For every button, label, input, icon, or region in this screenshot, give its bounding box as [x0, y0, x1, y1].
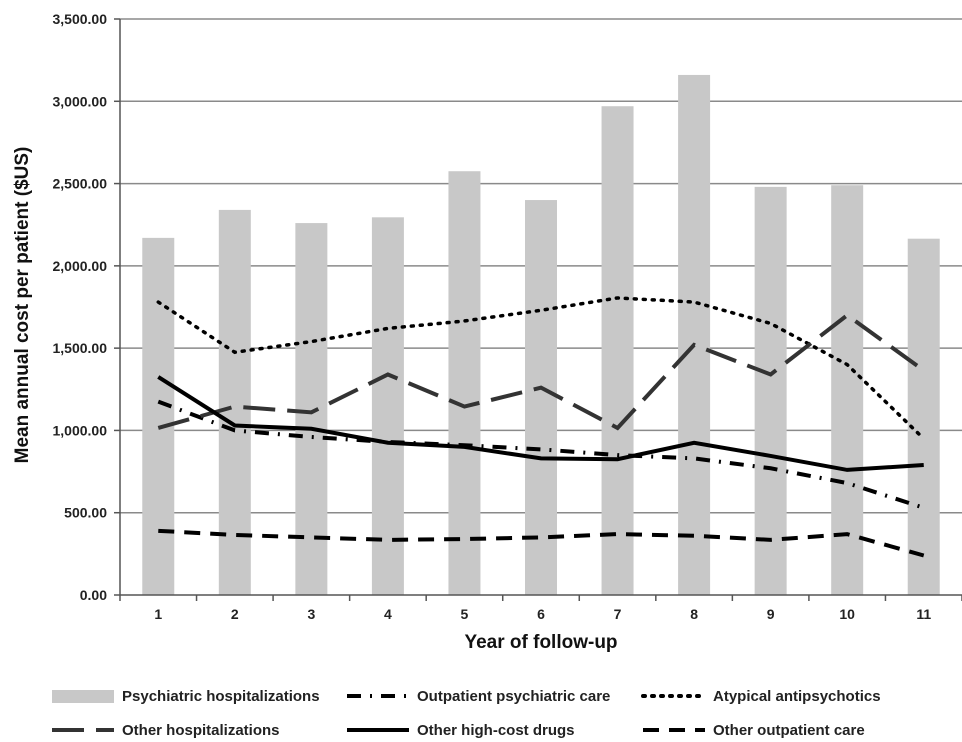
axes: 0.00 500.00 1,000.00 1,500.00 2,000.00 2,500.… — [53, 11, 962, 622]
x-tick-label: 10 — [839, 606, 855, 622]
y-tick-label: 500.00 — [64, 505, 107, 521]
series-line — [158, 528, 925, 558]
legend-label: Atypical antipsychotics — [713, 688, 881, 705]
bar — [142, 237, 175, 595]
y-tick-label: 3,500.00 — [53, 11, 108, 27]
legend-label: Other outpatient care — [713, 722, 865, 739]
legend-swatch — [52, 690, 114, 703]
series-line — [156, 296, 926, 441]
y-tick-label: 1,000.00 — [53, 422, 108, 438]
y-tick-label: 1,500.00 — [53, 340, 108, 356]
y-tick-label: 0.00 — [80, 587, 107, 603]
y-tick-label: 2,500.00 — [53, 176, 108, 192]
bar — [371, 217, 404, 595]
bar — [754, 186, 787, 595]
bar — [448, 171, 481, 595]
y-tick-label: 3,000.00 — [53, 93, 108, 109]
x-axis-title: Year of follow-up — [464, 632, 617, 653]
x-tick-label: 1 — [154, 606, 162, 622]
legend-label: Outpatient psychiatric care — [417, 688, 610, 705]
x-tick-label: 2 — [231, 606, 239, 622]
legend-label: Other hospitalizations — [122, 722, 280, 739]
bar — [295, 223, 328, 595]
x-tick-label: 4 — [384, 606, 392, 622]
x-tick-label: 3 — [307, 606, 315, 622]
bar — [601, 106, 634, 596]
x-tick-label: 7 — [614, 606, 622, 622]
legend: Psychiatric hospitalizations Outpatient p… — [52, 688, 881, 739]
series-line — [157, 312, 925, 431]
bar — [525, 200, 557, 595]
y-tick-label: 2,000.00 — [53, 258, 108, 274]
bar — [218, 209, 251, 595]
bar — [678, 74, 711, 595]
x-tick-label: 5 — [461, 606, 469, 622]
y-axis-title: Mean annual cost per patient ($US) — [12, 147, 33, 464]
bar — [907, 238, 940, 595]
x-tick-label: 9 — [767, 606, 775, 622]
bar — [831, 185, 864, 595]
legend-label: Psychiatric hospitalizations — [122, 688, 320, 705]
x-tick-label: 6 — [537, 606, 545, 622]
line-series — [156, 296, 926, 558]
x-tick-label: 8 — [690, 606, 698, 622]
legend-label: Other high-cost drugs — [417, 722, 575, 739]
x-tick-label: 11 — [916, 606, 931, 622]
bar-series — [142, 74, 940, 596]
series-line — [157, 375, 924, 472]
